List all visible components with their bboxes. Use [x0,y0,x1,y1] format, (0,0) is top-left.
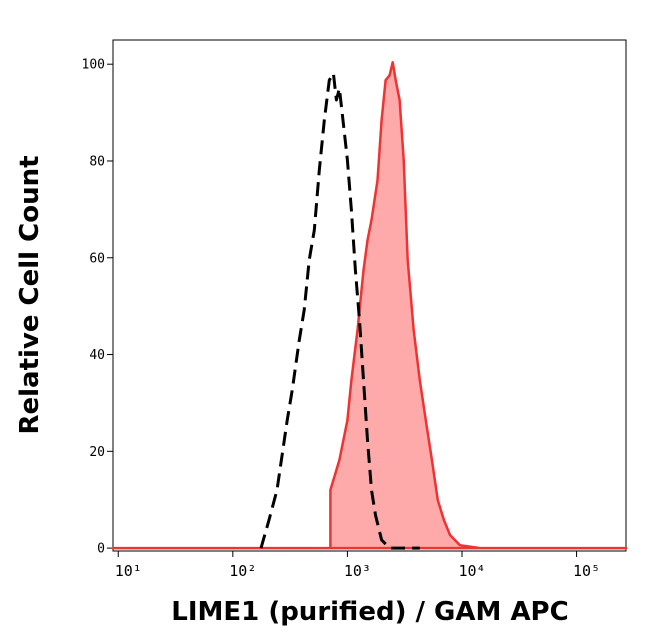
y-tick-label: 0 [97,542,105,557]
y-axis-title: Relative Cell Count [15,155,45,434]
y-tick-label: 40 [89,348,105,363]
x-axis-title: LIME1 (purified) / GAM APC [171,597,568,627]
x-tick-label: 10⁴ [458,562,485,580]
histogram-area [111,61,628,550]
y-tick-label: 60 [89,251,105,266]
y-tick-label: 100 [82,58,105,73]
y-tick-label: 20 [89,445,105,460]
x-tick-label: 10¹ [115,562,142,580]
y-tick-label: 80 [89,154,105,169]
x-tick-label: 10⁵ [573,562,600,580]
x-tick-label: 10³ [344,562,371,580]
plot-frame [112,39,627,552]
histogram-line [259,71,420,550]
x-tick-label: 10² [229,562,256,580]
